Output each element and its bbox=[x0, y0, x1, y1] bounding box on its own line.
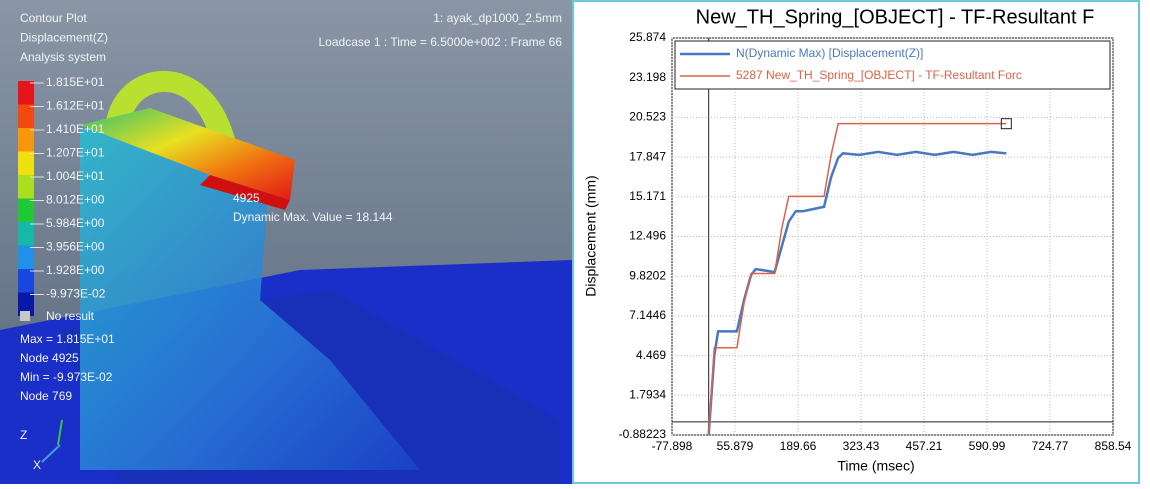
annotation-value: Dynamic Max. Value = 18.144 bbox=[233, 210, 393, 224]
y-axis-label: Displacement (mm) bbox=[583, 175, 599, 296]
legend-box bbox=[674, 40, 1111, 90]
y-tick-label: 4.469 bbox=[636, 348, 666, 362]
axis-z bbox=[57, 419, 63, 446]
legend-swatch bbox=[18, 81, 34, 105]
legend-level: -9.973E-02 bbox=[46, 287, 106, 301]
x-tick-label: 858.54 bbox=[1095, 439, 1132, 453]
legend-level: 3.956E+00 bbox=[46, 240, 105, 254]
y-tick-label: 17.847 bbox=[629, 149, 666, 163]
legend-swatch bbox=[18, 269, 34, 293]
legend-level: 1.207E+01 bbox=[46, 146, 105, 160]
arch bbox=[105, 70, 240, 170]
x-tick-label: 189.66 bbox=[780, 439, 817, 453]
panel-title: Analysis system bbox=[20, 50, 106, 64]
top-face bbox=[80, 108, 295, 200]
legend-level: 5.984E+00 bbox=[46, 216, 105, 230]
legend-swatch bbox=[18, 104, 34, 128]
x-axis-label: Time (msec) bbox=[837, 458, 914, 474]
model-name: 1: ayak_dp1000_2.5mm bbox=[433, 11, 562, 25]
legend-swatch bbox=[18, 198, 34, 222]
x-tick-label: 55.879 bbox=[717, 439, 754, 453]
x-tick-label: 457.21 bbox=[906, 439, 943, 453]
axis-label: Z bbox=[20, 428, 27, 442]
y-tick-label: 25.874 bbox=[629, 30, 666, 44]
y-tick-label: 7.1446 bbox=[629, 308, 666, 322]
x-tick-label: -77.898 bbox=[652, 439, 693, 453]
y-tick-label: 15.171 bbox=[629, 189, 666, 203]
stat: Node 769 bbox=[20, 389, 72, 403]
legend-level: 1.815E+01 bbox=[46, 75, 105, 89]
legend-label: 5287 New_TH_Spring_[OBJECT] - TF-Resulta… bbox=[736, 68, 1022, 82]
chart-title: New_TH_Spring_[OBJECT] - TF-Resultant F bbox=[696, 6, 1095, 28]
legend-swatch bbox=[18, 128, 34, 152]
legend-swatch bbox=[18, 245, 34, 269]
legend-level: 1.410E+01 bbox=[46, 122, 105, 136]
legend-swatch bbox=[18, 222, 34, 246]
series-line bbox=[707, 122, 1007, 436]
legend-level: 8.012E+00 bbox=[46, 193, 105, 207]
wall bbox=[80, 110, 420, 470]
x-tick-label: 724.77 bbox=[1032, 439, 1069, 453]
y-tick-label: -0.88223 bbox=[619, 427, 667, 441]
y-tick-label: 20.523 bbox=[629, 110, 666, 124]
legend-swatch bbox=[18, 175, 34, 199]
legend-level: 1.612E+01 bbox=[46, 99, 105, 113]
legend-level: 1.928E+00 bbox=[46, 263, 105, 277]
x-tick-label: 590.99 bbox=[969, 439, 1006, 453]
stat: Min = -9.973E-02 bbox=[20, 370, 113, 384]
legend-level: 1.004E+01 bbox=[46, 169, 105, 183]
no-result: No result bbox=[46, 309, 95, 323]
axis-x bbox=[41, 444, 61, 463]
axis-label: X bbox=[33, 458, 41, 472]
panel-title: Contour Plot bbox=[20, 11, 87, 25]
y-tick-label: 9.8202 bbox=[629, 268, 666, 282]
annotation-node: 4925 bbox=[233, 191, 260, 205]
contour-panel: 1.815E+01 1.612E+01 1.410E+01 1.207E+01 1.00… bbox=[0, 0, 572, 484]
legend-swatch bbox=[18, 151, 34, 175]
series-marker bbox=[1000, 118, 1012, 130]
no-result-swatch bbox=[20, 311, 30, 321]
x-tick-label: 323.43 bbox=[843, 439, 880, 453]
stat: Node 4925 bbox=[20, 351, 79, 365]
y-tick-label: 12.496 bbox=[629, 229, 666, 243]
top-edge bbox=[200, 175, 290, 210]
stat: Max = 1.815E+01 bbox=[20, 332, 115, 346]
contour-legend: 1.815E+01 1.612E+01 1.410E+01 1.207E+01 1.00… bbox=[18, 75, 106, 321]
y-tick-label: 1.7934 bbox=[629, 387, 666, 401]
panel-title: Displacement(Z) bbox=[20, 31, 108, 45]
legend-swatch bbox=[18, 292, 34, 316]
y-tick-label: 23.198 bbox=[629, 70, 666, 84]
loadcase: Loadcase 1 : Time = 6.5000e+002 : Frame … bbox=[319, 35, 563, 49]
legend-label: N(Dynamic Max) [Displacement(Z)] bbox=[736, 46, 923, 60]
